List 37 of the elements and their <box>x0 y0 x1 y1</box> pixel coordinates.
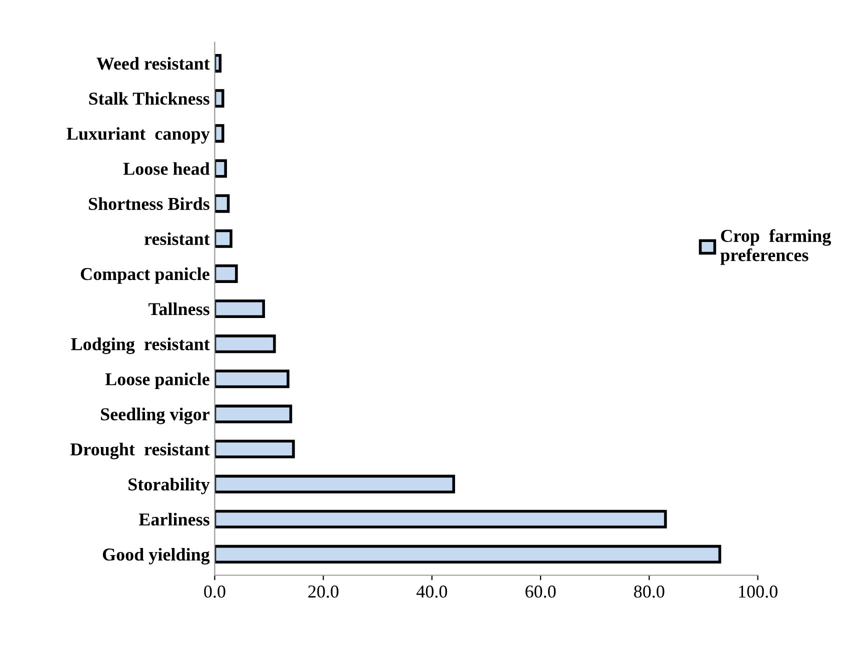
bar <box>214 440 295 458</box>
bar <box>214 474 456 494</box>
bar <box>214 124 224 143</box>
bar <box>214 299 265 318</box>
bar <box>214 229 232 248</box>
y-tick-label: Drought resistant <box>70 442 210 460</box>
bar <box>214 194 230 213</box>
x-tick-label: 40.0 <box>416 585 448 598</box>
legend-label: Crop farming preferences <box>720 229 831 265</box>
y-tick-label: resistant <box>144 232 210 246</box>
bar <box>214 370 290 388</box>
y-tick-label: Shortness Birds <box>88 197 210 210</box>
x-tick-label: 20.0 <box>308 585 338 598</box>
y-tick-label: Loose panicle <box>105 372 210 389</box>
y-tick-label: Compact panicle <box>80 267 210 284</box>
y-tick-label: Tallness <box>148 302 210 316</box>
x-tick-label: 80.0 <box>634 585 664 598</box>
x-tick-label: 60.0 <box>526 585 556 598</box>
bar <box>214 510 667 528</box>
bar <box>214 544 722 564</box>
y-tick-label: Storability <box>128 478 210 494</box>
x-tick-label: 100.0 <box>739 585 778 598</box>
y-tick-label: Lodging resistant <box>71 338 210 354</box>
y-tick-label: Loose head <box>123 162 210 175</box>
x-tick-label: 0.0 <box>204 585 226 598</box>
bar <box>214 89 224 108</box>
y-tick-label: Earliness <box>138 512 210 526</box>
y-tick-label: Luxuriant canopy <box>66 127 210 144</box>
y-tick-label: Stalk Thickness <box>89 92 210 105</box>
bar <box>214 334 276 354</box>
y-tick-label: Good yielding <box>102 548 210 564</box>
y-tick-label: Seedling vigor <box>100 408 210 424</box>
bar <box>214 404 292 424</box>
bar <box>214 54 222 73</box>
bar <box>214 264 238 283</box>
bar <box>214 159 227 178</box>
y-tick-label: Weed resistant <box>96 57 210 70</box>
